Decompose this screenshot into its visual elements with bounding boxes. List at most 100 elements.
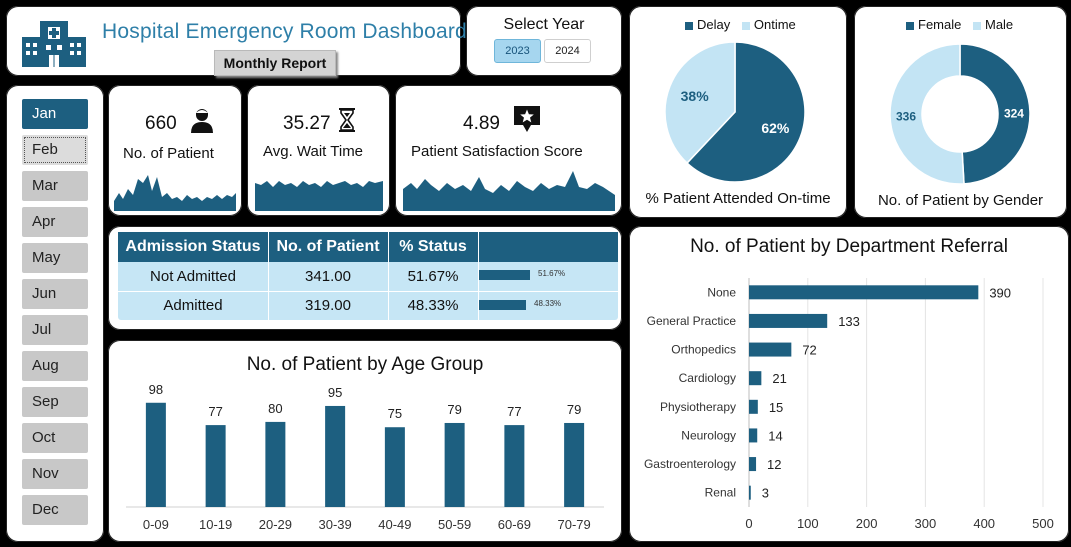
year-selector-label: Select Year — [503, 16, 585, 33]
month-button-jun[interactable]: Jun — [22, 279, 88, 309]
kpi-patient-label: No. of Patient — [123, 145, 214, 162]
month-button-may[interactable]: May — [22, 243, 88, 273]
satisfaction-sparkline — [403, 171, 615, 211]
patient-sparkline — [114, 175, 236, 211]
dept-bar-value-label: 133 — [838, 314, 860, 329]
table-header-status: Admission Status — [118, 232, 268, 262]
ontime-pie-chart: 62% 38% — [664, 41, 806, 183]
kpi-satisfaction: 4.89 Patient Satisfaction Score — [395, 85, 622, 216]
dept-category-label: Renal — [705, 486, 736, 500]
month-button-mar[interactable]: Mar — [22, 171, 88, 201]
age-bar — [504, 425, 525, 507]
dept-category-label: Cardiology — [679, 371, 736, 385]
dept-category-label: None — [707, 285, 736, 299]
ontime-slice-ontime — [664, 41, 736, 165]
legend-swatch-delay — [685, 21, 693, 30]
age-category-label: 70-79 — [558, 517, 591, 532]
legend-swatch-male — [972, 21, 981, 30]
age-category-label: 60-69 — [498, 517, 531, 532]
dept-bar — [749, 457, 757, 472]
month-button-nov[interactable]: Nov — [22, 459, 88, 489]
age-category-label: 10-19 — [199, 517, 232, 532]
age-bar-value-label: 75 — [388, 406, 402, 421]
dept-x-tick-label: 300 — [915, 516, 937, 531]
dept-bar — [749, 342, 792, 357]
dept-bar-value-label: 15 — [769, 400, 783, 415]
age-bar-value-label: 98 — [149, 382, 163, 397]
databar-label: 48.33% — [534, 299, 562, 308]
age-bar-value-label: 77 — [208, 404, 222, 419]
legend-label-ontime: Ontime — [753, 17, 796, 32]
dept-category-label: Orthopedics — [671, 343, 736, 357]
year-button-2024[interactable]: 2024 — [544, 39, 591, 63]
ontime-pie-card: Delay Ontime 62% 38% % Patient Attended O… — [629, 6, 847, 218]
dept-bar-value-label: 72 — [802, 343, 816, 358]
month-button-feb[interactable]: Feb — [22, 135, 88, 165]
table-cell-count: 319.00 — [305, 297, 351, 314]
age-chart-title: No. of Patient by Age Group — [246, 354, 484, 375]
dept-bar — [749, 399, 758, 414]
gender-slice-male — [889, 43, 965, 185]
age-group-chart: 98 0-09 77 10-19 80 20-29 95 30-39 75 40-49 79 50-5… — [126, 382, 604, 532]
dept-x-tick-label: 0 — [745, 516, 752, 531]
age-bar — [384, 427, 405, 507]
table-databar: 48.33% — [478, 299, 618, 310]
ontime-pie-title: % Patient Attended On-time — [645, 190, 831, 207]
kpi-patient-count: 660 No. of Patient — [108, 85, 242, 216]
gender-slice-female — [959, 43, 1031, 185]
dept-bar — [749, 371, 762, 386]
gender-slice-label: 324 — [1004, 106, 1024, 120]
table-cell-pct: 51.67% — [407, 268, 459, 285]
admission-status-table: Admission Status No. of Patient % Status… — [118, 232, 618, 320]
kpi-satisfaction-value: 4.89 — [463, 113, 500, 134]
age-bar-value-label: 79 — [567, 402, 581, 417]
month-button-jan[interactable]: Jan — [22, 99, 88, 129]
age-bar — [444, 422, 465, 507]
dept-bar-value-label: 12 — [767, 457, 781, 472]
age-bar — [145, 402, 166, 507]
age-bar-value-label: 95 — [328, 385, 342, 400]
kpi-satisfaction-label: Patient Satisfaction Score — [411, 143, 583, 160]
admission-status-table-card: Admission Status No. of Patient % Status… — [108, 226, 622, 330]
monthly-report-button[interactable]: Monthly Report — [214, 50, 336, 76]
month-button-oct[interactable]: Oct — [22, 423, 88, 453]
month-button-jul[interactable]: Jul — [22, 315, 88, 345]
age-category-label: 20-29 — [259, 517, 292, 532]
ontime-slice-label: 38% — [681, 88, 710, 104]
age-bar — [564, 422, 585, 507]
ontime-slice-delay — [686, 41, 806, 183]
age-bar — [325, 405, 346, 507]
title-card: Hospital Emergency Room Dashboard Monthl… — [6, 6, 467, 76]
month-button-aug[interactable]: Aug — [22, 351, 88, 381]
ontime-slice-label: 62% — [761, 120, 790, 136]
legend-label-male: Male — [984, 17, 1014, 32]
month-button-sep[interactable]: Sep — [22, 387, 88, 417]
dept-bar-value-label: 21 — [772, 371, 786, 386]
dept-x-tick-label: 200 — [856, 516, 878, 531]
table-header-pct: % Status — [388, 232, 478, 262]
age-bar — [205, 425, 226, 507]
hourglass-icon — [339, 108, 355, 132]
legend-swatch-female — [906, 21, 914, 30]
hospital-building-icon — [22, 21, 86, 67]
age-category-label: 40-49 — [378, 517, 411, 532]
dept-chart-title: No. of Patient by Department Referral — [690, 236, 1008, 257]
month-slicer: Jan Feb Mar Apr May Jun Jul Aug Sep Oct … — [6, 85, 104, 542]
table-cell-count: 341.00 — [305, 268, 351, 285]
month-button-dec[interactable]: Dec — [22, 495, 88, 525]
kpi-wait-label: Avg. Wait Time — [263, 143, 364, 160]
dept-bar — [749, 485, 751, 500]
table-cell-status: Not Admitted — [150, 268, 236, 285]
table-cell-pct: 48.33% — [407, 297, 459, 314]
table-databar: 51.67% — [478, 269, 618, 280]
age-bar-value-label: 80 — [268, 401, 282, 416]
star-review-icon — [514, 106, 540, 132]
month-button-apr[interactable]: Apr — [22, 207, 88, 237]
age-category-label: 0-09 — [143, 517, 169, 532]
kpi-wait-value: 35.27 — [283, 113, 331, 134]
table-header-bar — [478, 232, 618, 262]
dept-bar-value-label: 390 — [989, 285, 1011, 300]
age-bar-value-label: 79 — [447, 402, 461, 417]
dashboard-title: Hospital Emergency Room Dashboard — [102, 20, 467, 43]
year-button-2023[interactable]: 2023 — [494, 39, 541, 63]
